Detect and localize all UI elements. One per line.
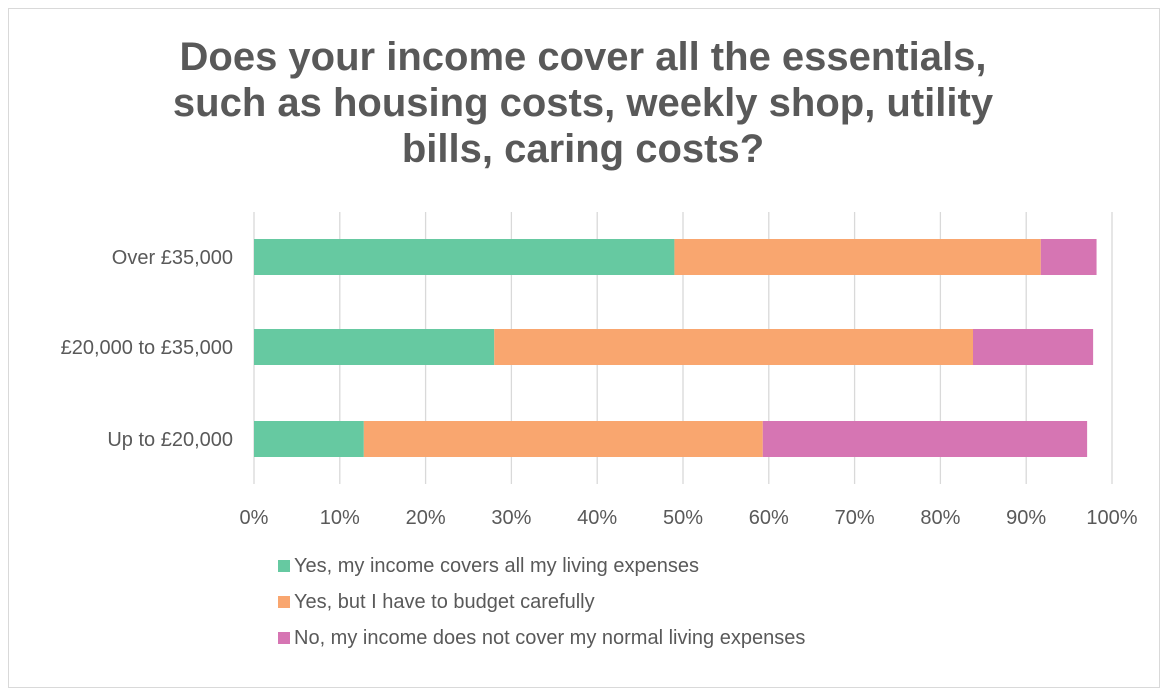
x-tick-label: 70% <box>835 507 875 529</box>
x-tick-label: 0% <box>240 507 269 529</box>
bar-segment <box>674 239 1041 275</box>
legend-label: Yes, but I have to budget carefully <box>294 590 595 613</box>
legend-label: No, my income does not cover my normal l… <box>294 626 806 649</box>
chart-title-line-3: bills, caring costs? <box>401 127 765 171</box>
x-tick-label: 90% <box>1006 507 1046 529</box>
category-label: Over £35,000 <box>112 247 233 269</box>
bar-segment <box>973 329 1094 365</box>
bar-segment <box>254 421 364 457</box>
x-tick-label: 10% <box>320 507 360 529</box>
category-label: £20,000 to £35,000 <box>61 337 233 359</box>
chart-title: Does your income cover all the essential… <box>0 34 1166 172</box>
legend-item-covers-all: Yes, my income covers all my living expe… <box>278 548 805 584</box>
x-tick-label: 50% <box>663 507 703 529</box>
x-tick-label: 20% <box>406 507 446 529</box>
legend-label: Yes, my income covers all my living expe… <box>294 554 699 577</box>
x-tick-label: 40% <box>577 507 617 529</box>
bar-segment <box>494 329 974 365</box>
bar-segment <box>762 421 1088 457</box>
chart-title-line-2: such as housing costs, weekly shop, util… <box>172 81 994 125</box>
x-tick-label: 100% <box>1086 507 1137 529</box>
x-tick-labels: 0% 10% 20% 30% 40% 50% 60% 70% 80% 90% 100% <box>240 507 1138 529</box>
x-tick-label: 30% <box>491 507 531 529</box>
bar-segment <box>254 239 675 275</box>
x-tick-label: 80% <box>920 507 960 529</box>
bar-segment <box>363 421 763 457</box>
legend-item-budget-carefully: Yes, but I have to budget carefully <box>278 584 805 620</box>
chart-title-line-1: Does your income cover all the essential… <box>179 35 987 79</box>
legend-swatch <box>278 632 290 644</box>
x-tick-label: 60% <box>749 507 789 529</box>
legend: Yes, my income covers all my living expe… <box>278 548 805 656</box>
legend-swatch <box>278 596 290 608</box>
bar-segment <box>254 329 495 365</box>
category-label: Up to £20,000 <box>107 429 233 451</box>
bars <box>254 239 1097 457</box>
category-labels: Over £35,000 £20,000 to £35,000 Up to £20,… <box>61 247 233 451</box>
legend-item-does-not-cover: No, my income does not cover my normal l… <box>278 620 805 656</box>
legend-swatch <box>278 560 290 572</box>
bar-segment <box>1040 239 1097 275</box>
